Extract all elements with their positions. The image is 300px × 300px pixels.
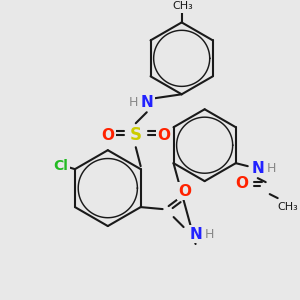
Text: N: N (140, 95, 153, 110)
Text: H: H (267, 162, 276, 175)
Text: CH₃: CH₃ (172, 2, 193, 11)
Text: O: O (178, 184, 191, 199)
Text: O: O (101, 128, 114, 143)
Text: O: O (157, 128, 170, 143)
Text: N: N (251, 161, 264, 176)
Text: H: H (205, 227, 214, 241)
Text: Cl: Cl (53, 159, 68, 173)
Text: O: O (235, 176, 248, 190)
Text: CH₃: CH₃ (277, 202, 298, 212)
Text: N: N (189, 226, 202, 242)
Text: H: H (129, 96, 139, 109)
Text: S: S (130, 126, 142, 144)
